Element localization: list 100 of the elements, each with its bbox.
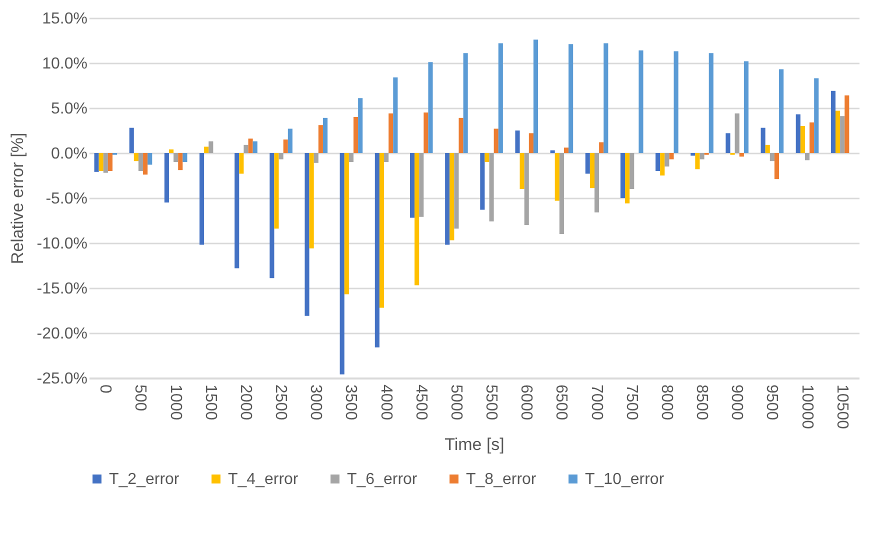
bar <box>770 153 774 162</box>
bar <box>143 153 148 175</box>
bar <box>463 53 468 153</box>
x-tick-label: 2000 <box>236 384 254 420</box>
bar <box>533 40 538 153</box>
y-tick-label: -10.0% <box>36 236 88 252</box>
bar <box>283 140 288 153</box>
bar <box>674 51 678 153</box>
bar <box>585 153 590 174</box>
bar <box>765 144 770 153</box>
bar <box>620 153 626 198</box>
bar <box>590 153 594 188</box>
y-tick-label: 0.0% <box>51 146 88 162</box>
x-tick-label: 10500 <box>833 384 850 430</box>
x-tick-label: 5500 <box>482 384 500 420</box>
bar <box>835 110 840 153</box>
bar <box>208 141 214 153</box>
x-tick-label: 9000 <box>728 384 746 420</box>
x-tick-label: 7500 <box>622 384 640 420</box>
bar <box>358 98 363 153</box>
y-axis-title: Relative error [%] <box>8 132 27 264</box>
bar <box>234 153 240 268</box>
bar <box>779 69 784 153</box>
bar <box>726 133 730 153</box>
bar <box>270 153 274 278</box>
bar <box>354 117 358 153</box>
bar <box>304 153 310 316</box>
bar <box>164 153 169 202</box>
bar <box>760 128 766 153</box>
bar <box>108 153 113 171</box>
x-tick-label: 4000 <box>377 384 394 420</box>
bar <box>520 153 524 189</box>
bar <box>568 44 574 153</box>
x-tick-label: 6500 <box>552 384 570 420</box>
legend-label: T_10_error <box>585 471 665 488</box>
bar <box>656 153 660 171</box>
x-tick-label: 10000 <box>798 384 816 430</box>
bar <box>638 50 644 153</box>
bar <box>630 153 634 189</box>
bar <box>708 53 714 153</box>
bar <box>664 153 670 166</box>
bar <box>480 153 485 210</box>
x-tick-label: 8500 <box>693 384 710 420</box>
bar <box>129 128 134 153</box>
bar <box>690 153 696 156</box>
bar <box>94 153 99 172</box>
bar <box>774 153 780 180</box>
bar <box>669 153 674 160</box>
bar <box>200 153 204 245</box>
y-tick-label: -5.0% <box>46 190 88 208</box>
bar <box>484 153 490 162</box>
bar <box>695 153 700 170</box>
bar <box>414 153 420 286</box>
bar <box>384 153 389 162</box>
bar <box>564 148 569 153</box>
bar <box>374 153 380 348</box>
bar <box>178 153 183 170</box>
bar <box>148 153 152 165</box>
bar <box>804 153 810 160</box>
bar <box>515 130 520 153</box>
bar <box>524 153 529 225</box>
bar <box>454 153 459 229</box>
bar <box>494 128 498 153</box>
legend-label: T_8_error <box>466 471 537 488</box>
bar <box>288 128 292 153</box>
bar <box>498 43 503 153</box>
bar <box>252 141 258 153</box>
bar <box>248 138 253 153</box>
x-axis-title: Time [s] <box>444 434 504 454</box>
bar <box>604 43 608 153</box>
x-tick-label: 1500 <box>202 384 219 420</box>
bar <box>844 95 850 153</box>
x-tick-label: 3000 <box>307 384 324 420</box>
bar <box>379 153 384 308</box>
y-tick-label: 10.0% <box>42 56 88 72</box>
bar <box>98 153 104 171</box>
bar <box>348 153 354 162</box>
bar <box>810 122 814 153</box>
bar <box>410 153 415 218</box>
bar <box>424 112 428 153</box>
bar <box>314 153 318 163</box>
bar <box>134 153 138 162</box>
bar <box>344 153 349 294</box>
x-tick-label: 2500 <box>272 384 290 420</box>
bar <box>458 118 464 153</box>
bar <box>814 78 819 153</box>
bar <box>274 153 279 229</box>
bar <box>278 153 284 160</box>
x-tick-label: 500 <box>132 384 149 412</box>
legend-label: T_2_error <box>109 471 180 488</box>
bar <box>625 153 630 204</box>
bar <box>744 61 748 153</box>
bar <box>138 153 144 171</box>
x-tick-label: 0 <box>96 384 114 394</box>
y-tick-label: -25.0% <box>36 370 88 388</box>
bar <box>204 146 209 153</box>
bar <box>182 153 188 162</box>
bar <box>528 133 534 153</box>
bar <box>340 153 344 374</box>
y-tick-label: -20.0% <box>36 326 88 342</box>
